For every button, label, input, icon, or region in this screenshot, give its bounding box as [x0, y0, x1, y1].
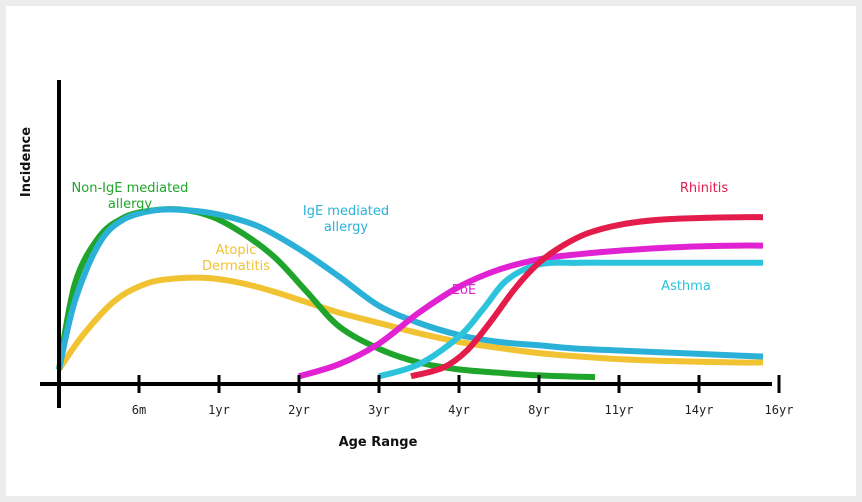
x-tick-label: 4yr — [448, 403, 470, 417]
chart-panel — [6, 6, 856, 496]
series-labels: Non-IgE mediated allergy IgE mediated aller… — [72, 181, 729, 298]
x-axis-title: Age Range — [339, 435, 418, 450]
series-label-non-ige-mediated-allergy: Non-IgE mediated allergy — [72, 181, 189, 212]
x-axis-ticks — [137, 375, 781, 393]
x-axis-tick-labels: 6m 1yr 2yr 3yr 4yr 8yr 11yr 14yr 16yr — [132, 403, 794, 417]
x-tick-label: 2yr — [288, 403, 310, 417]
series-line-ige-mediated-allergy — [56, 206, 764, 371]
series-label-rhinitis: Rhinitis — [680, 181, 728, 196]
series-line-rhinitis — [410, 214, 764, 380]
series-label-ige-mediated-allergy: IgE mediated allergy — [303, 204, 389, 235]
x-tick-label: 11yr — [605, 403, 634, 417]
x-tick-label: 3yr — [368, 403, 390, 417]
series-label-atopic-dermatitis: Atopic Dermatitis — [202, 243, 270, 274]
series-line-atopic-dermatitis — [56, 274, 764, 372]
x-tick-label: 1yr — [208, 403, 230, 417]
x-tick-label: 8yr — [528, 403, 550, 417]
series-curves — [56, 206, 764, 381]
x-tick-label: 16yr — [765, 403, 794, 417]
series-label-asthma: Asthma — [661, 279, 711, 294]
series-line-asthma — [378, 259, 763, 380]
y-axis-title: Incidence — [19, 127, 34, 197]
x-tick-label: 14yr — [685, 403, 714, 417]
series-label-eoe: EoE — [452, 283, 476, 298]
x-tick-label: 6m — [132, 403, 146, 417]
